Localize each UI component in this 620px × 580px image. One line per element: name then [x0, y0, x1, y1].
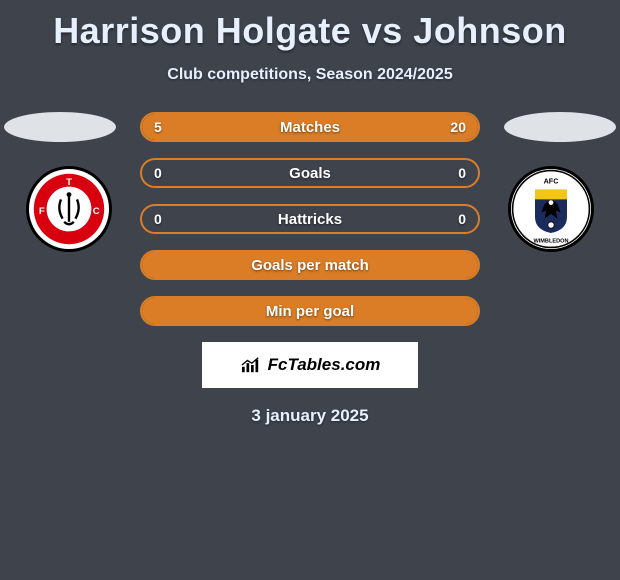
club-crest-right: AFC WIMBLEDON: [508, 166, 594, 252]
stat-right-value: 0: [458, 160, 466, 186]
stat-row-goals-per-match: Goals per match: [140, 250, 480, 280]
crest-right-svg: AFC WIMBLEDON: [511, 169, 591, 249]
crest-left-svg: T F C: [29, 169, 109, 249]
comparison-area: T F C AFC WIMBLEDON 5 Matches 20: [0, 112, 620, 426]
watermark-text: FcTables.com: [268, 355, 381, 375]
stat-row-matches: 5 Matches 20: [140, 112, 480, 142]
club-crest-left: T F C: [26, 166, 112, 252]
svg-text:C: C: [93, 206, 100, 217]
stat-right-value: 20: [450, 114, 466, 140]
player-left-oval: [4, 112, 116, 142]
stat-label: Goals: [142, 160, 478, 186]
player-right-oval: [504, 112, 616, 142]
stat-label: Hattricks: [142, 206, 478, 232]
stat-right-value: 0: [458, 206, 466, 232]
stat-label: Goals per match: [142, 252, 478, 278]
subtitle: Club competitions, Season 2024/2025: [0, 66, 620, 84]
svg-text:AFC: AFC: [544, 176, 559, 185]
date-text: 3 january 2025: [0, 406, 620, 426]
stat-label: Matches: [142, 114, 478, 140]
chart-icon: [240, 356, 262, 374]
svg-text:WIMBLEDON: WIMBLEDON: [533, 239, 568, 245]
stat-row-min-per-goal: Min per goal: [140, 296, 480, 326]
page-title: Harrison Holgate vs Johnson: [0, 0, 620, 52]
stat-bars: 5 Matches 20 0 Goals 0 0 Hattricks 0 Goa…: [140, 112, 480, 326]
stat-label: Min per goal: [142, 298, 478, 324]
watermark: FcTables.com: [202, 342, 418, 388]
svg-text:F: F: [39, 206, 45, 217]
svg-text:T: T: [66, 177, 72, 188]
stat-row-goals: 0 Goals 0: [140, 158, 480, 188]
stat-row-hattricks: 0 Hattricks 0: [140, 204, 480, 234]
